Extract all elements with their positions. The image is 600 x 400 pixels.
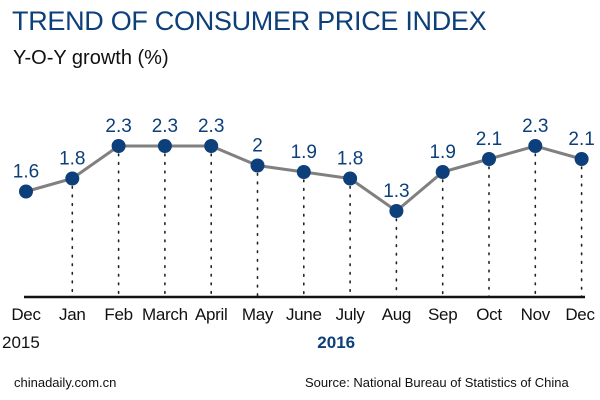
chart-title: TREND OF CONSUMER PRICE INDEX (12, 6, 487, 36)
data-label: 1.8 (59, 149, 85, 170)
x-tick-label: Dec (11, 305, 41, 324)
source-text: Source: National Bureau of Statistics of… (305, 375, 569, 390)
data-label: 2.3 (522, 116, 548, 137)
data-point (157, 139, 172, 153)
data-point (343, 171, 358, 186)
x-tick-label: Dec (565, 305, 595, 324)
data-label: 1.6 (13, 162, 39, 183)
x-tick-label: Nov (521, 305, 551, 324)
data-point (204, 139, 219, 153)
x-tick-label: March (142, 305, 188, 324)
x-tick-label: June (286, 305, 322, 324)
data-label: 2.3 (105, 116, 131, 137)
data-point (296, 165, 311, 179)
data-label: 2 (252, 136, 263, 157)
x-tick-label: July (336, 305, 366, 324)
data-label: 2.3 (152, 116, 178, 137)
x-tick-label: Jan (59, 305, 86, 324)
data-label: 2.1 (568, 129, 594, 150)
data-label: 1.3 (383, 181, 409, 202)
data-label: 2.1 (476, 129, 502, 150)
credit-text: chinadaily.com.cn (14, 375, 117, 390)
data-point (574, 152, 589, 166)
x-tick-label: Sep (428, 305, 457, 324)
data-label: 1.9 (291, 142, 317, 163)
y-axis-label: Y-O-Y growth (%) (13, 47, 169, 69)
data-point (19, 184, 33, 199)
x-tick-label: Oct (476, 305, 502, 324)
data-point (528, 139, 543, 153)
x-tick-label: Feb (104, 305, 132, 324)
year-label: 2015 (2, 333, 40, 352)
data-point (65, 171, 80, 186)
data-point (482, 152, 496, 166)
data-point (250, 158, 265, 173)
data-point (435, 165, 450, 179)
data-label: 1.8 (337, 149, 363, 170)
x-tick-label: Aug (382, 305, 411, 324)
data-label: 1.9 (429, 142, 455, 163)
data-label: 2.3 (198, 116, 224, 137)
data-point (111, 139, 126, 153)
year-label: 2016 (317, 333, 355, 352)
x-tick-label: April (195, 305, 228, 324)
data-point (389, 204, 404, 218)
x-tick-label: May (242, 305, 274, 324)
